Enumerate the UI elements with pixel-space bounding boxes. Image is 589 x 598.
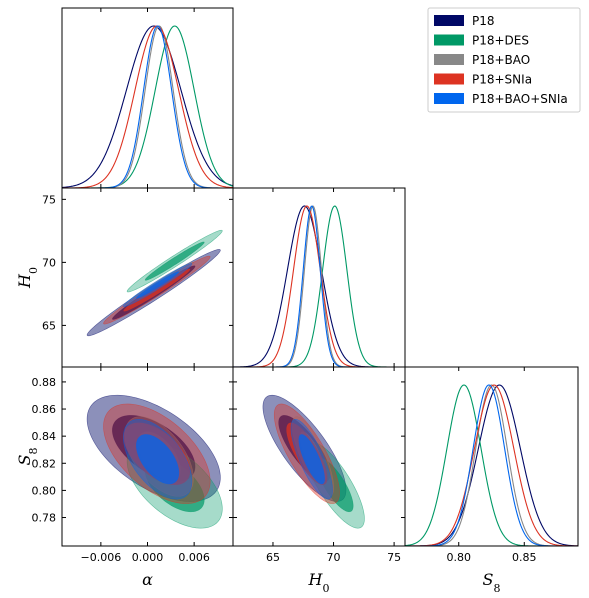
legend-label: P18+BAO+SNIa [472, 92, 568, 106]
legend-label: P18 [472, 14, 495, 28]
legend-swatch [434, 54, 464, 65]
legend-label: P18+BAO [472, 53, 530, 67]
x-axis-label-h0: H0 [308, 570, 330, 595]
tick-label-h0-y: 70 [42, 256, 56, 269]
ticks-layer [62, 8, 525, 546]
tick-label-s8-y: 0.84 [32, 430, 57, 443]
tick-label-s8-y: 0.78 [32, 512, 57, 525]
contour-panel-alpha-H0 [86, 229, 223, 337]
curve-H0-p18-bao-snia [233, 205, 405, 367]
contour-layer [86, 229, 365, 529]
y-axis-label-h0: H0 [15, 267, 40, 289]
tick-label-h0-y: 75 [42, 193, 56, 206]
marginal-panel-S8 [405, 384, 578, 546]
tick-label-h0: 65 [266, 551, 280, 564]
tick-label-h0-y: 65 [42, 319, 56, 332]
legend-swatch [434, 93, 464, 104]
tick-label-alpha: −0.006 [81, 551, 122, 564]
tick-label-alpha: 0.000 [132, 551, 164, 564]
legend: P18 P18+DES P18+BAO P18+SNIa P18+BAO+SNIa [427, 7, 581, 113]
legend-swatch [434, 34, 464, 46]
tick-label-s8-x: 0.85 [512, 551, 537, 564]
legend-swatch [434, 73, 464, 85]
marginal-panel-alpha [62, 25, 233, 188]
x-axis-label-s8: S8 [483, 570, 501, 595]
contour-p18-bao-snia-68 [298, 434, 325, 485]
contour-p18-bao-snia-68 [136, 434, 180, 485]
legend-swatch [434, 15, 464, 26]
curve-H0-p18-des [233, 205, 405, 367]
tick-label-s8-y: 0.88 [32, 376, 57, 389]
contour-panel-H0-S8 [262, 394, 365, 529]
x-axis-label-alpha: α [142, 570, 153, 589]
curve-S8-p18-des [405, 384, 578, 546]
panel-frame-0-0 [61, 7, 234, 189]
contour-panel-alpha-S8 [86, 394, 223, 529]
panel-frame-1-1 [232, 187, 406, 368]
tick-label-s8-y: 0.80 [32, 484, 57, 497]
curve-alpha-p18-snia [62, 25, 233, 188]
legend-label: P18+SNIa [472, 73, 532, 87]
curve-H0-p18 [233, 205, 405, 367]
contour-p18-des-68 [144, 241, 205, 281]
curve-alpha-p18 [62, 25, 233, 188]
tick-label-s8-y: 0.86 [32, 403, 57, 416]
marginal-panel-H0 [233, 205, 405, 367]
curve-alpha-p18-bao-snia [62, 25, 233, 188]
panel-frame-2-2 [404, 366, 579, 547]
tick-label-s8-x: 0.80 [446, 551, 471, 564]
legend-label: P18+DES [472, 34, 529, 48]
curve-H0-p18-snia [233, 205, 405, 367]
tick-label-s8-y: 0.82 [32, 457, 57, 470]
tick-label-h0: 70 [327, 551, 341, 564]
tick-label-alpha: 0.006 [178, 551, 210, 564]
tick-label-h0: 75 [387, 551, 401, 564]
legend-frame [427, 7, 581, 113]
contour-p18-bao-snia-68 [136, 271, 180, 299]
axis-labels-layer: −0.006 0.000 0.006 65 70 75 0.80 0.85 65 70 75 0.78… [15, 193, 537, 594]
curve-H0-p18-bao [233, 205, 405, 367]
y-axis-label-s8: S8 [15, 448, 40, 466]
